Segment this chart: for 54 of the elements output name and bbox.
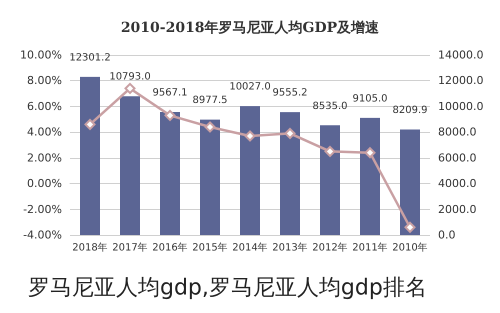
x-tick-label: 2012年 [312,242,348,254]
x-tick-label: 2013年 [272,242,308,254]
point [324,146,336,157]
y2-tick-label: 12000.0 [438,74,484,88]
y2-tick-label: 0.0 [438,228,456,242]
data-label: 9555.2 [272,88,308,99]
bar [240,106,260,235]
y2-tick-label: 8000.0 [438,126,476,139]
x-tick-label: 2018年 [72,242,108,254]
x-tick-label: 2017年 [112,242,148,254]
bar [80,76,100,235]
text: 罗马尼亚人均gdp,罗马尼亚人均gdp排名 [28,276,427,300]
point [364,147,376,158]
data-label: 8209.9 [392,104,428,116]
x-tick-label: 2010年 [392,242,428,254]
point [124,82,136,94]
y2-tick-label: 4000.0 [438,177,476,190]
y-tick-label: -2.00% [23,202,62,216]
y-tick-label: 4.00% [27,126,62,139]
y2-tick-label: 2000.0 [438,202,476,216]
point [404,222,416,233]
data-label: 10027.0 [229,82,271,93]
bar [320,125,340,235]
y-tick-label: 8.00% [27,74,62,88]
chart-title: 2010-2018年罗马尼亚人均GDP及增速 [120,20,380,36]
data-label: 8977.5 [192,95,228,106]
point [164,110,176,121]
x-tick-label: 2015年 [192,242,228,254]
x-tick-label: 2016年 [152,242,188,254]
data-label: 10793.0 [109,72,151,83]
x-tick-label: 2014年 [232,242,268,254]
y-tick-label: 0.00% [27,177,62,190]
bar [160,112,180,235]
data-label: 12301.2 [69,52,111,64]
y2-tick-label: 14000.0 [438,48,484,62]
point [244,130,256,142]
y2-tick-label: 6000.0 [438,151,476,164]
bar [200,120,220,235]
bar [360,118,380,235]
y-tick-label: -4.00% [23,228,62,242]
y2-tick-label: 10000.0 [438,100,484,113]
bar [120,96,140,235]
data-label: 8535.0 [312,100,348,112]
bar [400,129,420,235]
y-tick-label: 6.00% [27,100,62,113]
point [284,128,296,139]
x-tick-label: 2011年 [352,242,388,254]
point [204,122,216,132]
bar [280,112,300,235]
y-tick-label: 2.00% [27,151,62,164]
data-label: 9105.0 [352,93,388,104]
y-tick-label: 10.00% [20,48,62,62]
data-label: 9567.1 [152,87,188,98]
point [84,118,96,130]
